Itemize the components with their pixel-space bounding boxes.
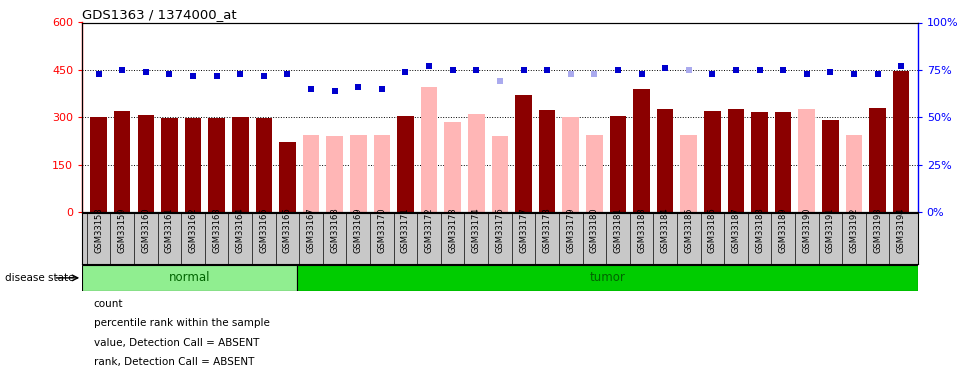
Bar bbox=[297, 265, 918, 291]
Point bbox=[823, 69, 838, 75]
Point bbox=[776, 67, 791, 73]
Text: rank, Detection Call = ABSENT: rank, Detection Call = ABSENT bbox=[94, 357, 254, 367]
Bar bbox=[492, 136, 508, 212]
Point bbox=[516, 67, 531, 73]
Bar bbox=[869, 108, 886, 212]
Point bbox=[611, 67, 626, 73]
Bar bbox=[775, 112, 791, 212]
Bar bbox=[845, 135, 863, 212]
Point bbox=[634, 70, 649, 76]
Bar bbox=[727, 109, 744, 212]
Point bbox=[256, 72, 271, 78]
Point bbox=[327, 88, 342, 94]
Bar bbox=[822, 120, 838, 212]
Point bbox=[492, 78, 508, 84]
Bar bbox=[515, 95, 531, 212]
Bar bbox=[232, 117, 248, 212]
Bar bbox=[421, 87, 438, 212]
Bar bbox=[586, 135, 603, 212]
Point bbox=[138, 69, 154, 75]
Text: GDS1363 / 1374000_at: GDS1363 / 1374000_at bbox=[82, 8, 237, 21]
Text: value, Detection Call = ABSENT: value, Detection Call = ABSENT bbox=[94, 338, 259, 348]
Bar bbox=[444, 122, 461, 212]
Point bbox=[185, 72, 201, 78]
Bar bbox=[137, 115, 155, 212]
Point bbox=[658, 65, 673, 71]
Bar bbox=[634, 89, 650, 212]
Bar bbox=[114, 111, 130, 212]
Point bbox=[398, 69, 413, 75]
Point bbox=[233, 70, 248, 76]
Text: tumor: tumor bbox=[589, 272, 625, 284]
Point bbox=[586, 70, 602, 76]
Point bbox=[445, 67, 461, 73]
Text: count: count bbox=[94, 299, 124, 309]
Point bbox=[115, 67, 130, 73]
Bar bbox=[279, 142, 296, 212]
Bar bbox=[91, 117, 107, 212]
Bar bbox=[327, 136, 343, 212]
Point bbox=[563, 70, 579, 76]
Point bbox=[91, 70, 106, 76]
Bar bbox=[893, 71, 909, 212]
Bar bbox=[374, 135, 390, 212]
Point bbox=[421, 63, 437, 69]
Bar bbox=[397, 116, 413, 212]
Point bbox=[351, 84, 366, 90]
Bar bbox=[161, 118, 178, 212]
Bar bbox=[209, 118, 225, 212]
Bar bbox=[657, 109, 673, 212]
Text: normal: normal bbox=[169, 272, 211, 284]
Point bbox=[728, 67, 744, 73]
Point bbox=[161, 70, 177, 76]
Point bbox=[303, 86, 319, 92]
Bar bbox=[704, 111, 721, 212]
Point bbox=[469, 67, 484, 73]
Bar bbox=[302, 135, 320, 212]
Text: percentile rank within the sample: percentile rank within the sample bbox=[94, 318, 270, 328]
Text: disease state: disease state bbox=[5, 273, 74, 283]
Bar bbox=[610, 116, 626, 212]
Point bbox=[539, 67, 554, 73]
Point bbox=[209, 72, 224, 78]
Bar bbox=[185, 118, 201, 212]
Bar bbox=[539, 110, 555, 212]
Point bbox=[869, 70, 885, 76]
Bar bbox=[350, 135, 366, 212]
Bar bbox=[562, 117, 579, 212]
Bar bbox=[799, 109, 815, 212]
Point bbox=[681, 67, 696, 73]
Point bbox=[752, 67, 767, 73]
Point bbox=[846, 70, 862, 76]
Point bbox=[280, 70, 296, 76]
Bar bbox=[752, 112, 768, 212]
Point bbox=[799, 70, 814, 76]
Point bbox=[374, 86, 389, 92]
Bar bbox=[82, 265, 297, 291]
Bar bbox=[256, 118, 272, 212]
Point bbox=[704, 70, 720, 76]
Bar bbox=[680, 135, 697, 212]
Point bbox=[894, 63, 909, 69]
Bar bbox=[469, 114, 485, 212]
